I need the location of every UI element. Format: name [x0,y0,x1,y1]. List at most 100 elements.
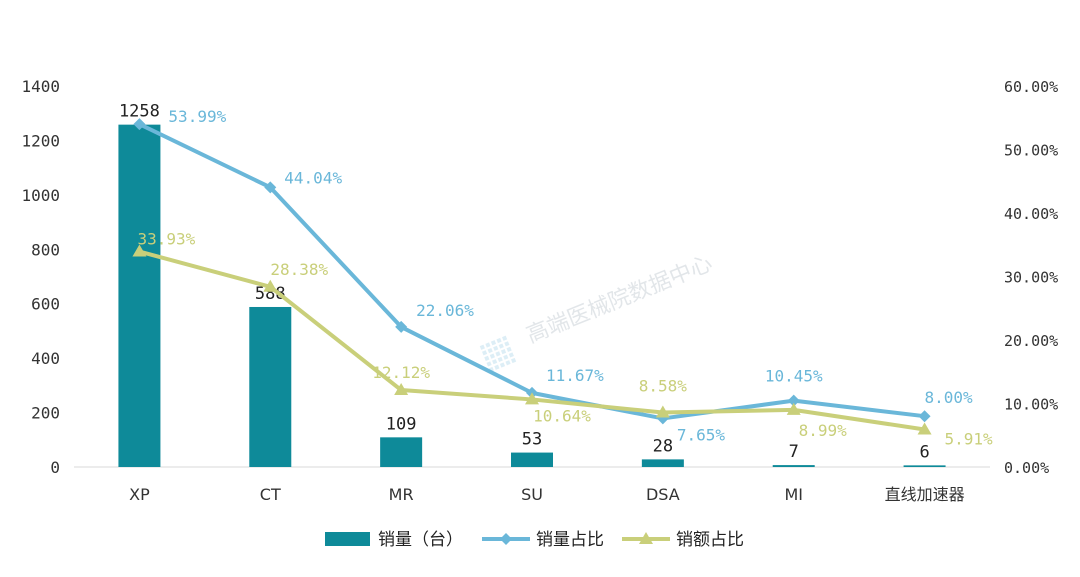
watermark-dot [489,353,496,359]
watermark-dot [498,343,504,349]
line-value-label: 8.00% [924,388,973,407]
legend-item-line-2: 销额占比 [622,530,744,550]
left-y-tick-label: 1000 [21,186,60,205]
line-point [918,410,931,423]
right-y-axis: 0.00% 10.00% 20.00% 30.00% 40.00% 50.00% 60.00… [1004,78,1058,477]
line-point [395,320,408,333]
watermark-dot [501,335,508,341]
legend-item-bar: 销量（台） [325,530,463,550]
right-y-tick-label: 60.00% [1004,78,1058,96]
bar-value-label: 7 [789,442,799,462]
x-tick-label: XP [129,485,150,504]
line-point [786,402,801,415]
line-value-label: 8.99% [799,421,848,440]
line-value-label: 7.65% [677,425,726,444]
left-y-tick-label: 200 [31,404,60,423]
watermark-dot [500,349,507,355]
line-value-label: 22.06% [416,301,474,320]
bar [249,306,292,467]
legend: 销量（台） 销量占比 销额占比 [325,530,744,550]
line-value-label: 10.45% [765,367,823,386]
left-y-tick-label: 800 [31,240,60,259]
line-1-data-labels: 53.99% 44.04% 22.06% 11.67% 7.65% 10.45% 8.00% [168,107,973,444]
x-tick-label: SU [521,485,543,504]
legend-label: 销量（台） [378,530,463,550]
legend-label: 销额占比 [676,530,744,550]
bar [903,465,946,467]
x-tick-label: MR [389,485,414,504]
line-point [133,118,146,131]
watermark-dot [486,361,492,367]
x-tick-label: 直线加速器 [885,485,965,504]
bar-value-label: 53 [522,430,542,450]
bar-value-label: 6 [919,442,929,462]
line-point [655,405,670,418]
left-y-tick-label: 1400 [21,77,60,96]
line-value-label: 44.04% [284,168,342,187]
watermark-dot [508,352,514,358]
watermark-dot [481,350,488,356]
line-value-label: 10.64% [533,406,591,425]
x-tick-label: MI [784,485,803,504]
line-value-label: 12.12% [372,363,430,382]
bar [641,459,684,467]
line-2-data-labels: 33.93% 28.38% 12.12% 10.64% 8.58% 8.99% 5.91% [138,230,993,449]
x-tick-label: CT [260,485,281,504]
left-y-tick-label: 0 [50,458,60,477]
watermark-dot [487,347,493,354]
bar [118,124,161,467]
right-y-tick-label: 10.00% [1004,396,1058,414]
right-y-tick-label: 40.00% [1004,205,1058,223]
line-point [917,422,932,435]
watermark-dot [505,360,511,366]
bar-value-label: 588 [255,284,286,304]
left-y-tick-label: 1200 [21,131,60,150]
watermark-dot [495,351,501,357]
x-axis-tick-labels: XP CT MR SU DSA MI 直线加速器 [129,485,964,504]
watermark-dot [499,362,506,368]
line-point [787,394,800,407]
line-point [264,181,277,194]
line-series-2 [132,244,932,435]
watermark-dot [494,364,500,370]
line-value-label: 33.93% [138,230,196,249]
x-tick-label: DSA [646,485,680,504]
watermark-dot [506,346,512,352]
watermark-dot [503,354,509,360]
legend-item-line-1: 销量占比 [482,530,604,550]
line-point [394,383,409,396]
bar-value-label: 109 [386,414,417,434]
watermark-dot [484,355,490,361]
bar-value-label: 1258 [119,102,160,122]
legend-marker-triangle [639,532,653,544]
watermark-dot [492,359,498,365]
right-y-tick-label: 20.00% [1004,332,1058,350]
bar-data-labels: 1258 588 109 53 28 7 6 [119,102,930,463]
watermark-dot [497,356,503,363]
watermark-dot [504,341,510,347]
line-value-label: 53.99% [168,107,226,126]
left-y-axis: 0 200 400 600 800 1000 1200 1400 [21,77,60,477]
line-value-label: 11.67% [546,366,604,385]
left-y-tick-label: 400 [31,349,60,368]
watermark-dot [493,345,499,351]
watermark-dot [496,337,502,344]
watermark-dot [510,357,517,364]
right-y-tick-label: 0.00% [1004,459,1049,477]
bar [511,452,553,467]
bar-series [118,124,946,467]
legend-label: 销量占比 [536,530,604,550]
line-value-label: 8.58% [639,377,688,396]
legend-swatch-bar [325,532,370,546]
right-y-tick-label: 30.00% [1004,269,1058,287]
watermark-dot [479,344,485,350]
left-y-tick-label: 600 [31,295,60,314]
line-series: 53.99% 44.04% 22.06% 11.67% 7.65% 10.45% 8.00%… [132,107,993,448]
right-y-tick-label: 50.00% [1004,142,1058,160]
watermark-dot [485,342,491,348]
line-point [132,244,147,257]
bar-value-label: 28 [653,436,673,456]
line-value-label: 5.91% [944,429,993,448]
